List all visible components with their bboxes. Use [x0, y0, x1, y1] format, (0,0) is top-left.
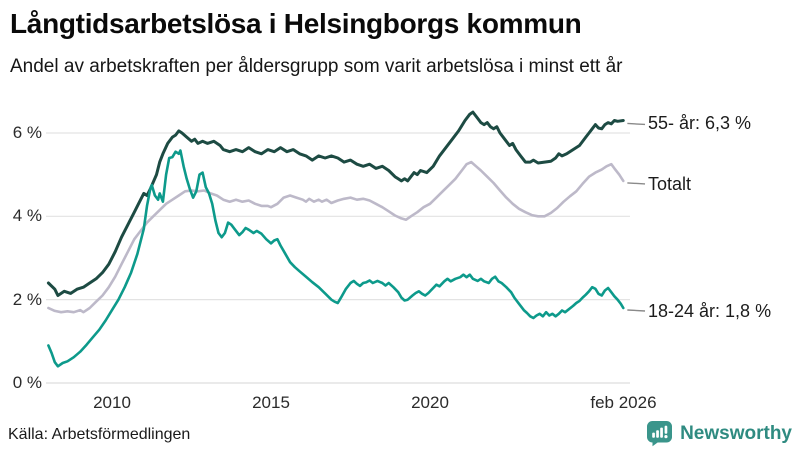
brand-logo: Newsworthy: [646, 420, 792, 447]
x-tick-label-2015: 2015: [252, 393, 290, 412]
brand-name: Newsworthy: [680, 422, 792, 444]
page-title: Långtidsarbetslösa i Helsingborgs kommun: [10, 8, 582, 39]
source-credit: Källa: Arbetsförmedlingen: [8, 426, 191, 443]
series-label-totalt: Totalt: [648, 173, 692, 194]
y-tick-label-4: 4 %: [12, 206, 42, 226]
label-leader-line: [627, 309, 646, 312]
series-line-18-24-r: [47, 149, 625, 368]
page-subtitle: Andel av arbetskraften per åldersgrupp s…: [10, 56, 623, 77]
y-tick-label-6: 6 %: [12, 122, 42, 142]
y-tick-label-0: 0 %: [12, 373, 42, 392]
series-label-18-24: 18-24 år: 1,8 %: [648, 300, 772, 321]
newsworthy-icon: [646, 420, 673, 447]
label-leader-line: [627, 182, 646, 185]
x-tick-label-2010: 2010: [93, 393, 131, 412]
x-tick-label-2020: 2020: [411, 393, 449, 412]
x-tick-label-feb-2026: feb 2026: [590, 393, 657, 412]
y-tick-label-2: 2 %: [12, 289, 42, 309]
label-leader-line: [627, 122, 646, 126]
series-label-55-plus: 55- år: 6,3 %: [648, 113, 752, 134]
series-line-totalt: [47, 160, 625, 314]
series-line-55-r: [46, 110, 625, 297]
